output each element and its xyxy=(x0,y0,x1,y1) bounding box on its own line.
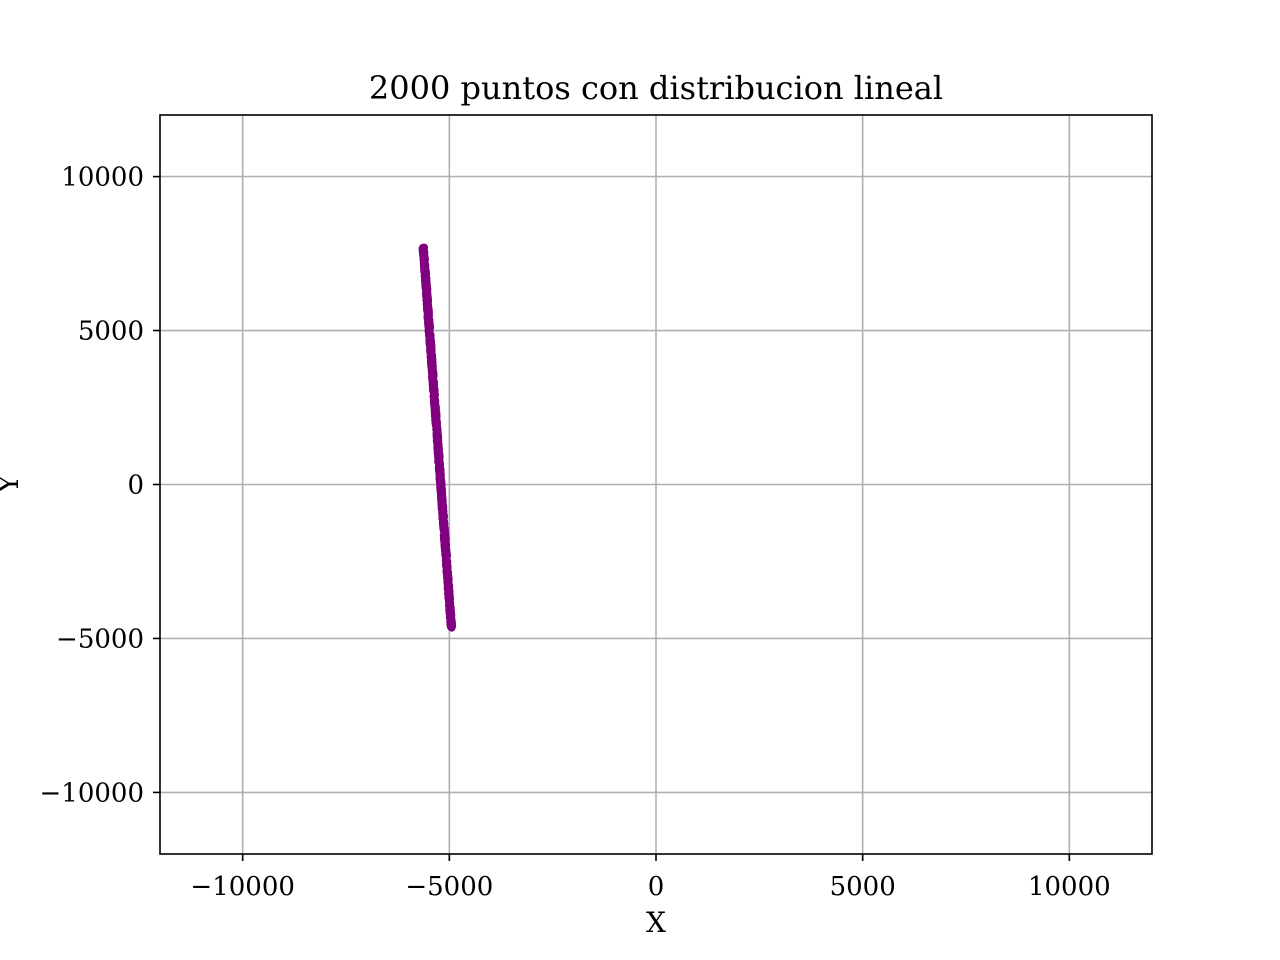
x-axis-ticks: −10000 −5000 0 5000 10000 xyxy=(190,854,1111,902)
x-axis-label: X xyxy=(646,906,666,939)
grid-lines xyxy=(160,115,1152,854)
scatter-point xyxy=(448,624,456,632)
y-tick-label: 5000 xyxy=(78,317,144,347)
y-axis-ticks: −10000 −5000 0 5000 10000 xyxy=(40,163,160,808)
y-axis-label: Y xyxy=(0,474,25,494)
x-tick-label: 10000 xyxy=(1028,872,1111,902)
chart-title: 2000 puntos con distribucion lineal xyxy=(369,69,943,107)
y-tick-label: 0 xyxy=(127,471,144,501)
y-tick-label: −10000 xyxy=(40,778,145,808)
x-tick-label: −10000 xyxy=(190,872,295,902)
x-tick-label: 0 xyxy=(648,872,665,902)
x-tick-label: 5000 xyxy=(830,872,896,902)
x-tick-label: −5000 xyxy=(405,872,493,902)
y-tick-label: −5000 xyxy=(56,624,144,654)
y-tick-label: 10000 xyxy=(61,163,144,193)
scatter-points xyxy=(418,243,456,632)
